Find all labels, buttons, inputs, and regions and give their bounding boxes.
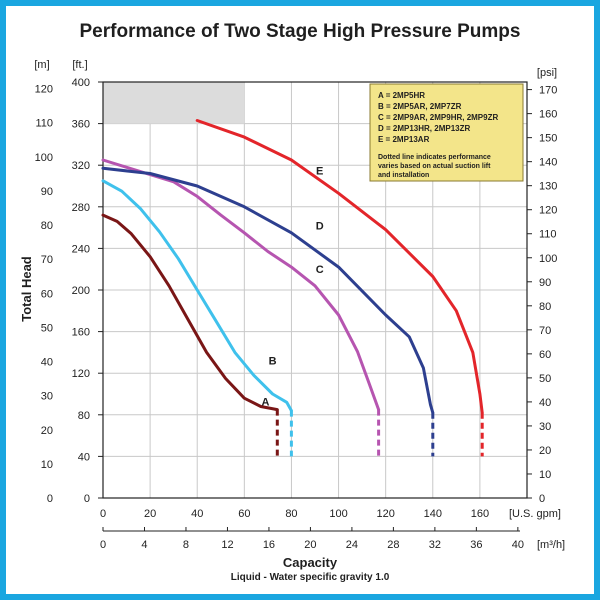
legend-entry: C = 2MP9AR, 2MP9HR, 2MP9ZR xyxy=(378,113,498,122)
curve-label-e: E xyxy=(316,165,323,177)
y-tick-label-psi: 40 xyxy=(539,397,551,409)
x2-tick-label-m3h: 16 xyxy=(263,539,275,551)
series-layer: A B C D E xyxy=(101,119,484,457)
legend-entry: B = 2MP5AR, 2MP7ZR xyxy=(378,102,462,111)
y-tick-label-psi: 100 xyxy=(539,253,557,265)
y-tick-label-m: 50 xyxy=(41,322,53,334)
series-line-d xyxy=(101,166,435,415)
y-tick-label-psi: 50 xyxy=(539,373,551,385)
y-tick-label-psi: 160 xyxy=(539,109,557,121)
x-tick-label-gpm: 120 xyxy=(376,508,394,520)
x2-tick-label-m3h: 40 xyxy=(512,539,524,551)
x2-tick-label-m3h: 28 xyxy=(387,539,399,551)
y-tick-label-psi: 0 xyxy=(539,493,545,505)
x2-tick-label-m3h: 8 xyxy=(183,539,189,551)
y-tick-label-m: 60 xyxy=(41,288,53,300)
x-axis-label: Capacity xyxy=(283,555,338,570)
y-tick-label-ft: 80 xyxy=(78,410,90,422)
y-tick-label-m: 20 xyxy=(41,425,53,437)
y-tick-label-m: 100 xyxy=(35,152,53,164)
x-tick-label-gpm: 80 xyxy=(285,508,297,520)
y-tick-label-m: 120 xyxy=(35,84,53,96)
y-tick-label-psi: 70 xyxy=(539,325,551,337)
x2-tick-label-m3h: 36 xyxy=(470,539,482,551)
shade-layer xyxy=(103,82,245,124)
x-tick-label-gpm: 140 xyxy=(424,508,442,520)
y-tick-label-psi: 130 xyxy=(539,181,557,193)
y-tick-label-psi: 150 xyxy=(539,133,557,145)
x2-tick-label-m3h: 20 xyxy=(304,539,316,551)
series-line-e xyxy=(195,119,484,415)
y-tick-label-psi: 140 xyxy=(539,157,557,169)
chart-title: Performance of Two Stage High Pressure P… xyxy=(80,21,521,42)
y-tick-label-m: 90 xyxy=(41,186,53,198)
legend-note-line: Dotted line indicates performance xyxy=(378,154,491,161)
shaded-region xyxy=(103,82,245,124)
y-tick-label-m: 0 xyxy=(47,493,53,505)
y-tick-label-ft: 160 xyxy=(72,327,90,339)
y-tick-label-psi: 170 xyxy=(539,85,557,97)
x2-tick-label-m3h: 32 xyxy=(429,539,441,551)
y-tick-label-psi: 20 xyxy=(539,445,551,457)
legend-entry: A = 2MP5HR xyxy=(378,91,425,100)
y-tick-label-m: 30 xyxy=(41,391,53,403)
legend: A = 2MP5HR B = 2MP5AR, 2MP7ZR C = 2MP9AR, … xyxy=(369,83,524,182)
y-tick-label-m: 110 xyxy=(35,118,53,130)
y-tick-label-psi: 60 xyxy=(539,349,551,361)
y-tick-label-psi: 90 xyxy=(539,277,551,289)
y-tick-label-ft: 200 xyxy=(72,285,90,297)
y-tick-label-psi: 80 xyxy=(539,301,551,313)
y-axis-label: Total Head xyxy=(19,256,34,322)
y-tick-label-ft: 320 xyxy=(72,160,90,172)
legend-entry: E = 2MP13AR xyxy=(378,135,430,144)
y-tick-label-psi: 110 xyxy=(539,229,557,241)
legend-entry: D = 2MP13HR, 2MP13ZR xyxy=(378,124,470,133)
curve-label-c: C xyxy=(316,264,324,276)
curve-label-d: D xyxy=(316,221,324,233)
curve-label-b: B xyxy=(269,356,277,368)
y-tick-label-ft: 280 xyxy=(72,202,90,214)
chart-subtitle: Liquid - Water specific gravity 1.0 xyxy=(231,572,390,583)
x2-tick-label-m3h: 12 xyxy=(221,539,233,551)
series-line-a xyxy=(101,213,279,412)
y-tick-label-m: 10 xyxy=(41,459,53,471)
y-tick-label-ft: 240 xyxy=(72,243,90,255)
y-tick-label-psi: 30 xyxy=(539,421,551,433)
legend-note-line: varies based on actual suction lift xyxy=(378,163,491,170)
x-tick-label-gpm: 60 xyxy=(238,508,250,520)
x-tick-label-gpm: 0 xyxy=(100,508,106,520)
y-unit-m: [m] xyxy=(34,59,49,71)
x-tick-label-gpm: 100 xyxy=(329,508,347,520)
series-line-c xyxy=(101,158,381,412)
y-tick-label-m: 80 xyxy=(41,220,53,232)
x2-tick-label-m3h: 4 xyxy=(141,539,147,551)
y-tick-label-ft: 120 xyxy=(72,368,90,380)
legend-note-line: and installation xyxy=(378,172,429,179)
series-line-b xyxy=(101,179,293,413)
y-tick-label-ft: 360 xyxy=(72,119,90,131)
y-unit-psi: [psi] xyxy=(537,67,557,79)
x2-tick-label-m3h: 24 xyxy=(346,539,358,551)
legend-box xyxy=(369,83,524,182)
x2-tick-label-m3h: 0 xyxy=(100,539,106,551)
y-tick-label-ft: 40 xyxy=(78,451,90,463)
x-tick-label-gpm: 160 xyxy=(471,508,489,520)
y-tick-label-ft: 400 xyxy=(72,77,90,89)
x-unit-gpm: [U.S. gpm] xyxy=(509,508,561,520)
x-tick-label-gpm: 40 xyxy=(191,508,203,520)
x-unit-m3h: [m³/h] xyxy=(537,539,565,551)
y-tick-label-psi: 10 xyxy=(539,469,551,481)
ticks-layer: 0 20 40 60 80 100 120 140 1600408012016020024028… xyxy=(35,77,558,551)
y-tick-label-m: 40 xyxy=(41,357,53,369)
curve-label-a: A xyxy=(262,396,270,408)
y-tick-label-m: 70 xyxy=(41,254,53,266)
y-unit-ft: [ft.] xyxy=(72,59,87,71)
x-tick-label-gpm: 20 xyxy=(144,508,156,520)
y-tick-label-ft: 0 xyxy=(84,493,90,505)
y-tick-label-psi: 120 xyxy=(539,205,557,217)
